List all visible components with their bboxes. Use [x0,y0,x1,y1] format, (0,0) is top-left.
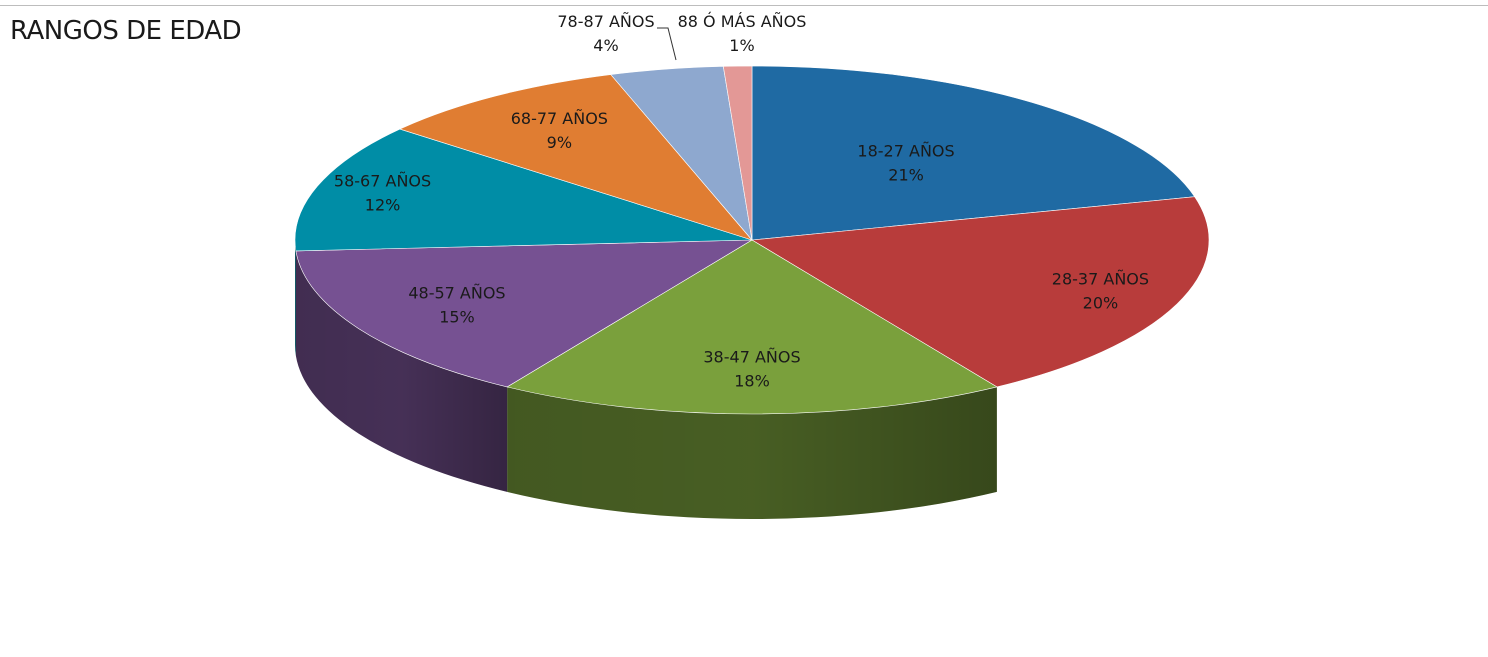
slice-label-78-87-anos: 78-87 AÑOS [557,12,654,31]
pie-side-shade-38-47-anos [507,386,997,519]
slice-value-78-87-anos: 4% [593,36,618,55]
pie-slice-28-37-anos [751,196,1210,388]
pie-slice-88-o-mas-anos [722,65,753,241]
slice-label-68-77-anos: 68-77 AÑOS [511,109,608,128]
slice-value-48-57-anos: 15% [439,307,475,326]
chart-title: RANGOS DE EDAD [10,16,242,46]
pie-slice-38-47-anos [506,239,998,415]
slice-label-18-27-anos: 18-27 AÑOS [857,141,954,160]
pie-slice-48-57-anos [295,239,754,388]
slice-value-88-o-mas-anos: 1% [729,36,754,55]
slice-label-48-57-anos: 48-57 AÑOS [408,283,505,302]
pie-slice-58-67-anos [294,128,753,252]
slice-label-28-37-anos: 28-37 AÑOS [1052,270,1149,289]
pie-side-shade-48-57-anos [295,250,508,492]
slice-label-88-o-mas-anos: 88 Ó MÁS AÑOS [678,12,807,31]
leader-line-78-87-anos [657,27,677,61]
pie-side-shade-58-67-anos [295,240,296,356]
top-divider [0,5,1488,6]
slice-value-68-77-anos: 9% [547,133,572,152]
slice-value-18-27-anos: 21% [888,165,924,184]
slice-value-28-37-anos: 20% [1083,294,1119,313]
slice-value-38-47-anos: 18% [734,372,770,391]
slice-value-58-67-anos: 12% [365,195,401,214]
pie-slice-18-27-anos [751,65,1196,241]
pie-slice-68-77-anos [399,74,753,241]
slice-label-58-67-anos: 58-67 AÑOS [334,171,431,190]
slice-label-38-47-anos: 38-47 AÑOS [703,348,800,367]
